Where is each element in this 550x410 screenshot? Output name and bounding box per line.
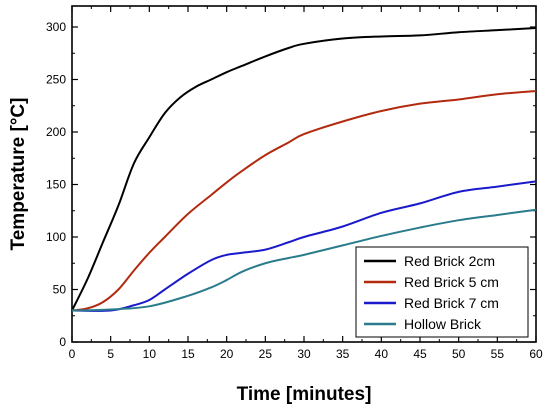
x-tick-label: 20	[220, 347, 234, 361]
y-tick-label: 200	[46, 125, 66, 139]
x-tick-label: 50	[452, 347, 466, 361]
y-tick-label: 100	[46, 230, 66, 244]
x-axis-label: Time [minutes]	[237, 384, 372, 405]
legend-label-2: Red Brick 5 cm	[404, 274, 499, 290]
x-tick-label: 30	[297, 347, 311, 361]
series-layer	[71, 27, 537, 312]
x-tick-label: 55	[491, 347, 505, 361]
x-tick-label: 5	[107, 347, 114, 361]
series-line-3	[71, 180, 537, 312]
series-line-1	[71, 27, 537, 311]
legend-label-1: Red Brick 2cm	[404, 253, 495, 269]
axes: 0 5 10 15 20 25 30 35 40 45 50 55 60 0 50 100 150 200 250 3…	[46, 5, 543, 361]
y-axis-label: Temperature [°C]	[8, 98, 29, 251]
y-tick-label: 0	[59, 335, 66, 349]
x-tick-label: 10	[143, 347, 157, 361]
x-tick-label: 60	[529, 347, 543, 361]
legend-label-3: Red Brick 7 cm	[404, 295, 499, 311]
x-tick-label: 15	[181, 347, 195, 361]
x-tick-label: 35	[336, 347, 350, 361]
legend-label-4: Hollow Brick	[404, 316, 482, 332]
y-tick-label: 50	[53, 283, 67, 297]
y-tick-label: 150	[46, 178, 66, 192]
x-tick-label: 40	[375, 347, 389, 361]
series-line-2	[71, 90, 537, 312]
y-tick-label: 250	[46, 73, 66, 87]
x-tick-label: 0	[69, 347, 76, 361]
y-tick-label: 300	[46, 20, 66, 34]
series-line-4	[71, 208, 537, 312]
x-tick-label: 25	[259, 347, 273, 361]
legend: Red Brick 2cm Red Brick 5 cm Red Brick 7 c…	[355, 246, 529, 338]
x-tick-label: 45	[413, 347, 427, 361]
